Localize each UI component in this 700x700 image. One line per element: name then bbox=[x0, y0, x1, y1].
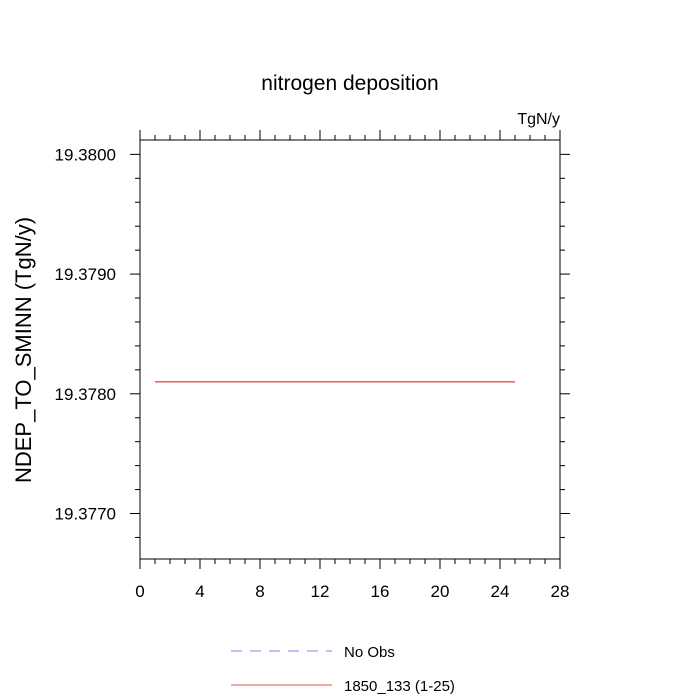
y-tick-label: 19.3800 bbox=[55, 145, 116, 164]
x-tick-label: 12 bbox=[311, 582, 330, 601]
legend-label-0: No Obs bbox=[344, 644, 395, 661]
x-tick-label: 24 bbox=[491, 582, 510, 601]
x-tick-label: 16 bbox=[371, 582, 390, 601]
legend: No Obs 1850_133 (1-25) bbox=[231, 644, 455, 695]
plot-frame bbox=[139, 139, 561, 560]
units-label: TgN/y bbox=[517, 111, 560, 128]
chart-title: nitrogen deposition bbox=[261, 72, 438, 95]
y-axis-label: NDEP_TO_SMINN (TgN/y) bbox=[11, 217, 36, 483]
y-tick-label: 19.3790 bbox=[55, 265, 116, 284]
y-tick-label: 19.3770 bbox=[55, 505, 116, 524]
x-tick-label: 20 bbox=[431, 582, 450, 601]
x-tick-label: 0 bbox=[135, 582, 144, 601]
plot-area: 0 4 8 12 16 20 24 28 19.3770 19.3780 19.3790 19.380… bbox=[55, 130, 570, 601]
y-tick-label: 19.3780 bbox=[55, 385, 116, 404]
x-tick-label: 28 bbox=[551, 582, 570, 601]
x-tick-label: 4 bbox=[195, 582, 204, 601]
x-tick-label: 8 bbox=[255, 582, 264, 601]
legend-label-1: 1850_133 (1-25) bbox=[344, 678, 455, 695]
